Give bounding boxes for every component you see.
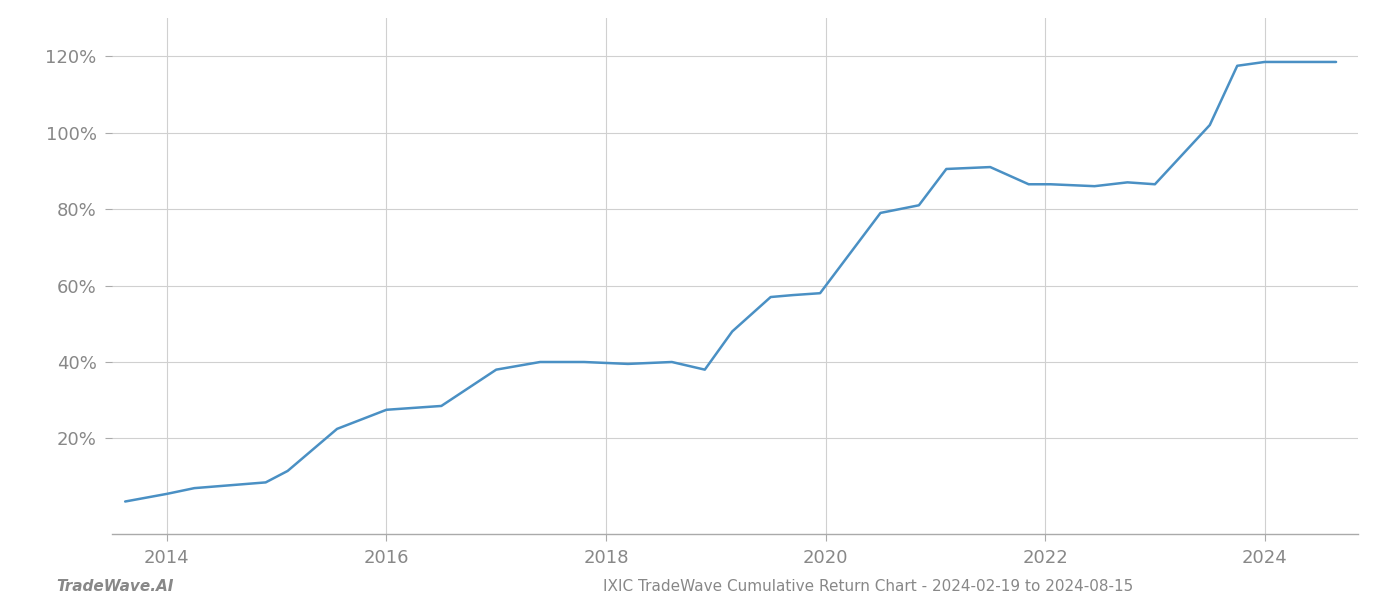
Text: IXIC TradeWave Cumulative Return Chart - 2024-02-19 to 2024-08-15: IXIC TradeWave Cumulative Return Chart -… (603, 579, 1133, 594)
Text: TradeWave.AI: TradeWave.AI (56, 579, 174, 594)
